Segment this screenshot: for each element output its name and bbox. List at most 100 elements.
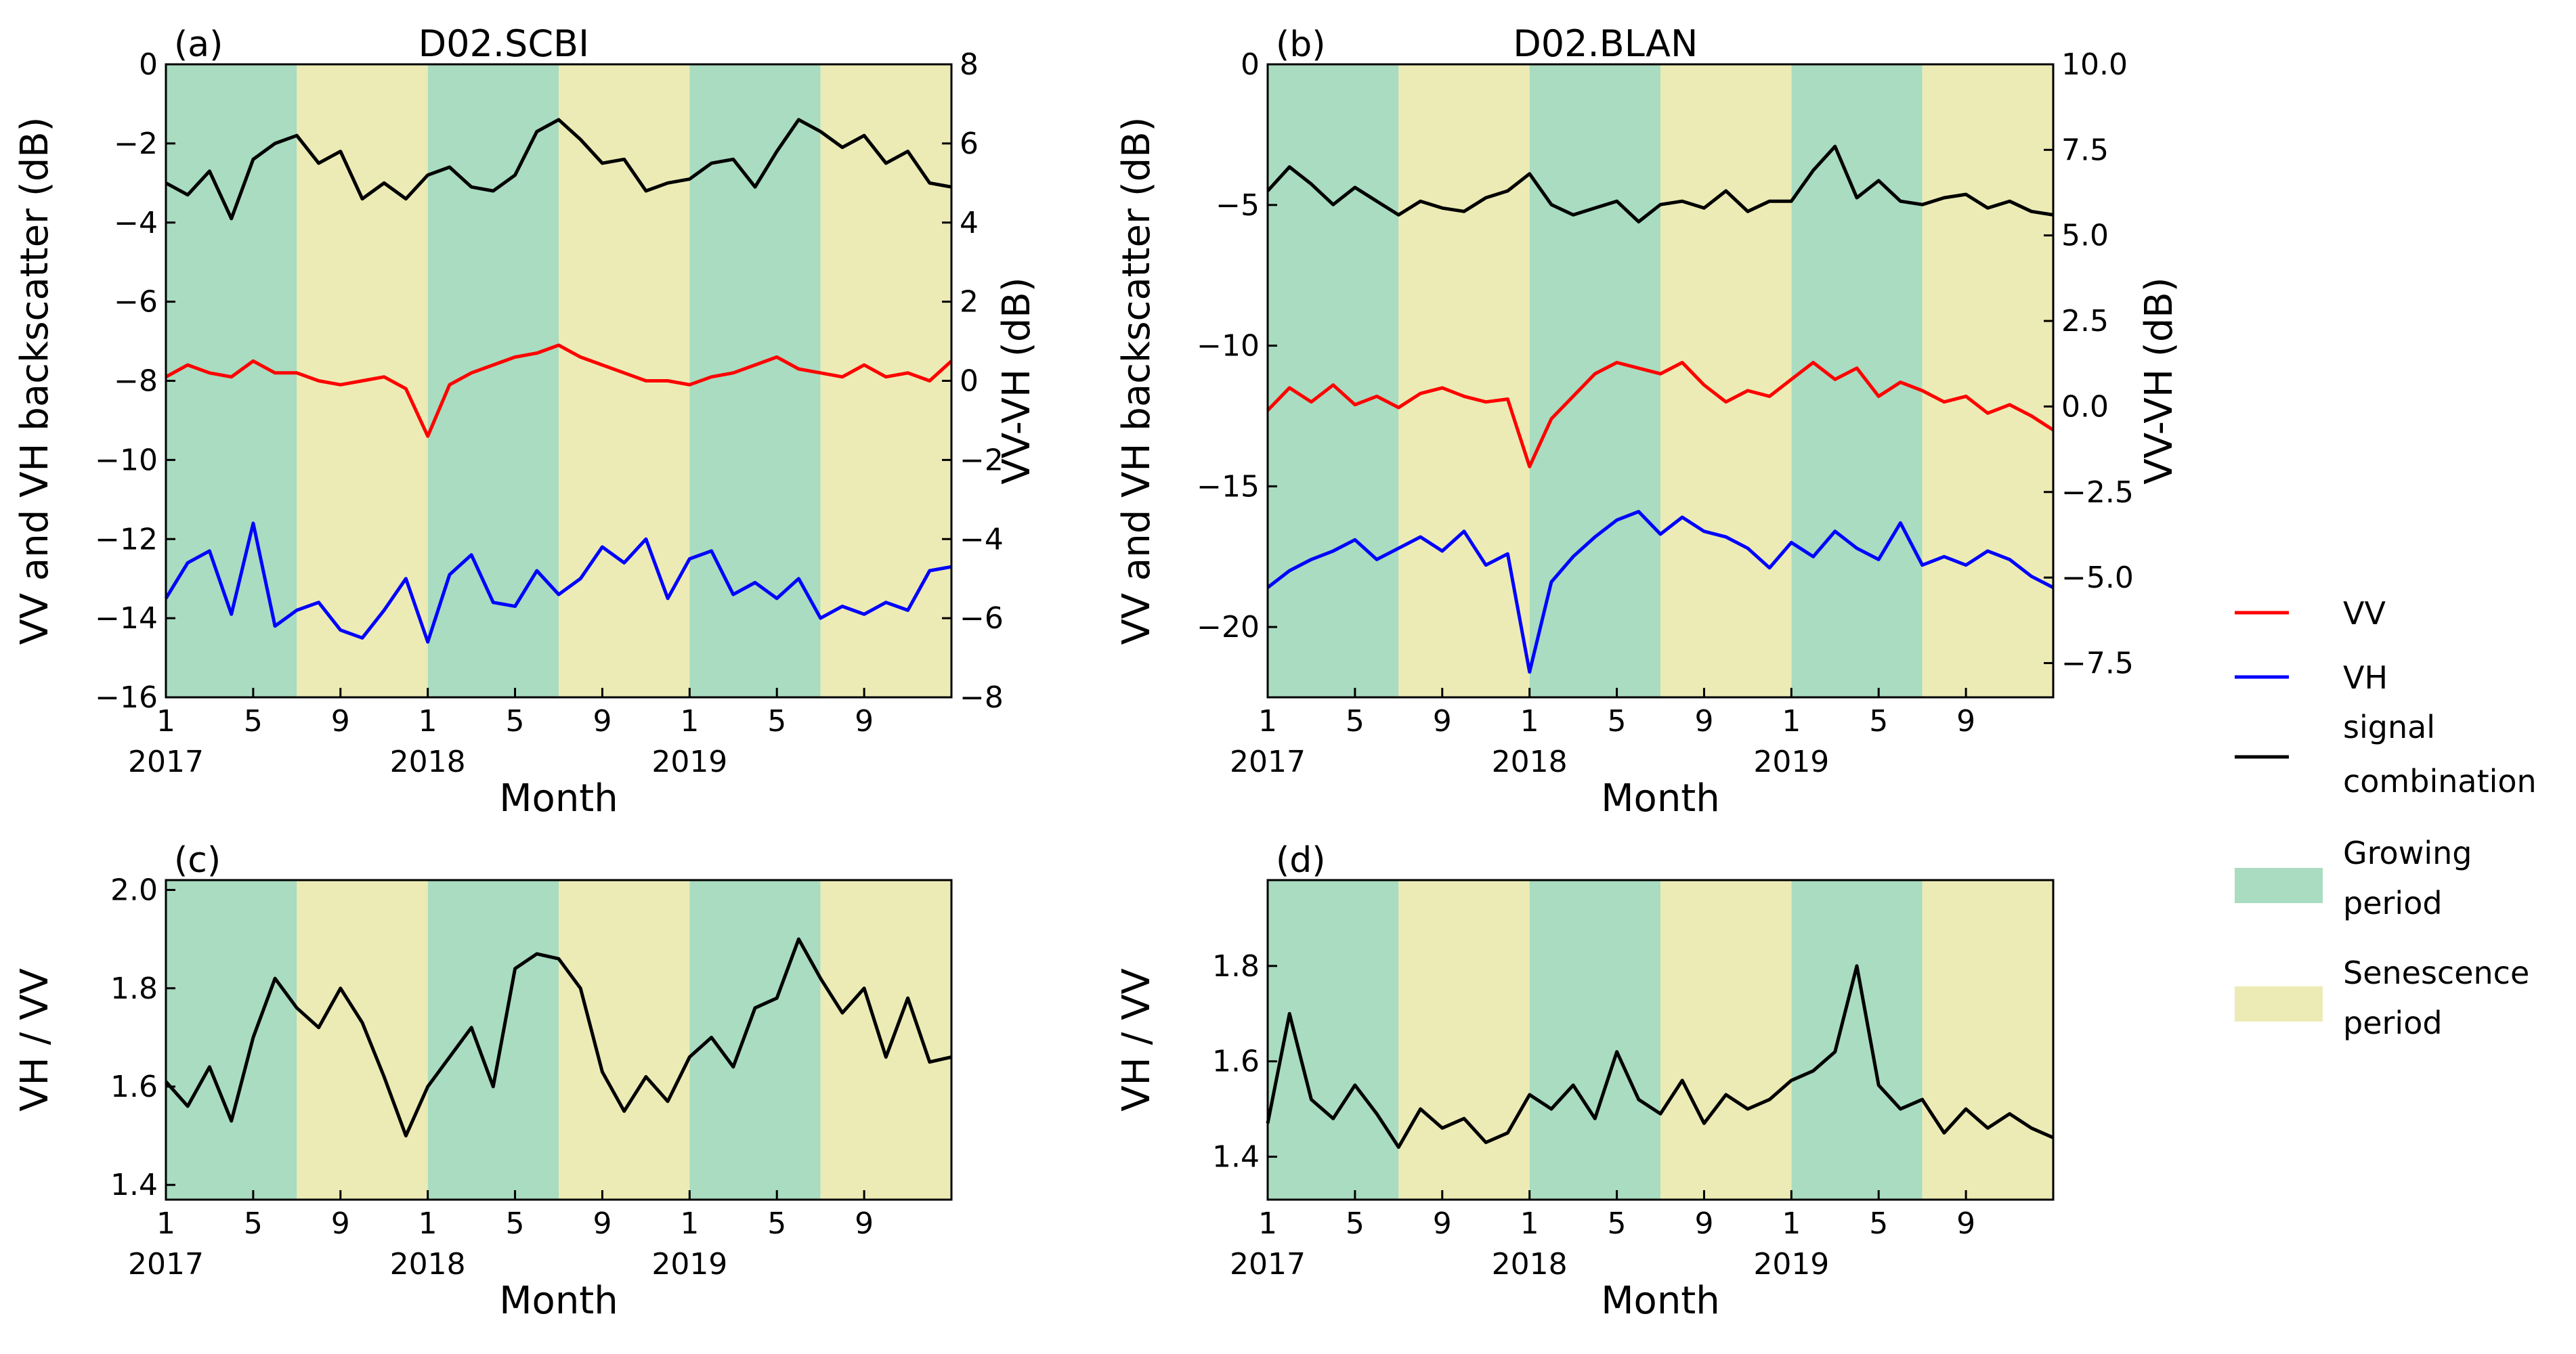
x-tick-label: 9 bbox=[331, 704, 350, 739]
y-tick-label-right: −5.0 bbox=[2061, 561, 2134, 595]
legend-senescence-swatch bbox=[2235, 986, 2323, 1022]
year-label: 2017 bbox=[1230, 1247, 1306, 1282]
y-tick-label-right: 0 bbox=[960, 364, 979, 399]
panel-label: (a) bbox=[174, 24, 223, 65]
y-tick-label: −2 bbox=[114, 127, 158, 161]
x-tick-label: 5 bbox=[1869, 704, 1888, 739]
y-tick-label: −4 bbox=[114, 206, 158, 240]
panel-c: 1.4 1.6 1.8 2.0 1 5 9 1 5 9 1 5 9 2017 2018 2019 (c) VH… bbox=[13, 840, 953, 1323]
senescence-period-band bbox=[1922, 880, 2053, 1200]
y-tick-label: 1.8 bbox=[110, 971, 158, 1006]
year-label: 2018 bbox=[390, 1247, 466, 1282]
y-tick-label-right: −6 bbox=[960, 601, 1004, 636]
x-tick-label: 1 bbox=[1520, 704, 1539, 739]
x-tick-label: 5 bbox=[767, 704, 786, 739]
x-tick-label: 9 bbox=[1956, 1206, 1975, 1241]
senescence-period-band bbox=[1398, 64, 1530, 697]
panel-a: 0 −2 −4 −6 −8 −10 −12 −14 −16 8 6 4 2 0 −2 −4 −6 −8 1 5 9 1 5 9… bbox=[13, 22, 1039, 821]
y-tick-label: 1.4 bbox=[110, 1168, 158, 1202]
legend-vh-label: VH bbox=[2343, 659, 2388, 696]
series-vv-line bbox=[1266, 361, 2055, 468]
senescence-period-band bbox=[297, 880, 428, 1200]
x-axis-label: Month bbox=[499, 777, 618, 821]
senescence-period-band bbox=[1922, 64, 2053, 697]
x-tick-label: 5 bbox=[244, 704, 263, 739]
y-tick-label: −16 bbox=[95, 680, 158, 715]
year-label: 2019 bbox=[1753, 745, 1829, 779]
x-axis-label: Month bbox=[499, 1279, 618, 1323]
legend: VV VH signal combination Growing period … bbox=[2235, 595, 2537, 1041]
plot-frame bbox=[165, 879, 953, 1201]
y-tick-label-right: 2.5 bbox=[2061, 304, 2109, 338]
year-label: 2019 bbox=[651, 1247, 727, 1282]
y-tick-label: 0 bbox=[1241, 47, 1260, 82]
y-tick-label-right: 0.0 bbox=[2061, 389, 2109, 424]
legend-growing-swatch bbox=[2235, 868, 2323, 903]
y-axis-label-right: VV-VH (dB) bbox=[2137, 277, 2181, 484]
series-vh-vv-line bbox=[165, 937, 952, 1138]
y-tick-label: −10 bbox=[1197, 329, 1260, 364]
y-tick-label: −14 bbox=[95, 601, 158, 636]
y-tick-label-right: −4 bbox=[960, 522, 1004, 556]
x-tick-label: 1 bbox=[1258, 1206, 1277, 1241]
x-tick-label: 1 bbox=[418, 1206, 437, 1241]
senescence-period-band bbox=[559, 880, 690, 1200]
x-tick-label: 5 bbox=[244, 1206, 263, 1241]
x-tick-label: 5 bbox=[506, 704, 525, 739]
series-vh-line bbox=[1266, 510, 2055, 674]
legend-senescence-label-2: period bbox=[2343, 1005, 2443, 1041]
y-tick-label: 2.0 bbox=[110, 873, 158, 908]
x-tick-label: 9 bbox=[1433, 704, 1452, 739]
year-label: 2019 bbox=[651, 745, 727, 779]
series-vh-vv-line bbox=[1266, 964, 2055, 1149]
y-tick-label-right: 2 bbox=[960, 285, 979, 320]
legend-vv-label: VV bbox=[2343, 595, 2386, 632]
growing-period-band bbox=[689, 64, 821, 697]
y-tick-label: 0 bbox=[139, 47, 158, 82]
year-label: 2018 bbox=[1492, 1247, 1568, 1282]
y-tick-label: −15 bbox=[1197, 469, 1260, 504]
chart-title: D02.BLAN bbox=[1513, 22, 1698, 65]
x-tick-label: 5 bbox=[767, 1206, 786, 1241]
year-label: 2017 bbox=[1230, 745, 1306, 779]
x-tick-label: 1 bbox=[156, 1206, 175, 1241]
y-tick-label: 1.8 bbox=[1212, 949, 1260, 984]
y-tick-label-right: 4 bbox=[960, 206, 979, 240]
series-signal-combination-line bbox=[1266, 144, 2054, 223]
growing-period-band bbox=[166, 880, 297, 1200]
senescence-period-band bbox=[1660, 880, 1792, 1200]
panel-label: (b) bbox=[1276, 24, 1326, 65]
y-tick-label: −5 bbox=[1216, 188, 1260, 223]
y-tick-label-right: 6 bbox=[960, 127, 979, 161]
x-axis-label: Month bbox=[1601, 777, 1720, 821]
y-tick-label-right: 5.0 bbox=[2061, 219, 2109, 253]
legend-growing-label-2: period bbox=[2343, 885, 2443, 921]
y-tick-label: −12 bbox=[95, 522, 158, 556]
y-axis-label-right: VV-VH (dB) bbox=[995, 277, 1039, 484]
x-tick-label: 1 bbox=[1782, 1206, 1801, 1241]
growing-period-band bbox=[1268, 880, 1399, 1200]
x-tick-label: 1 bbox=[1520, 1206, 1539, 1241]
y-tick-label: −6 bbox=[114, 285, 158, 320]
x-tick-label: 1 bbox=[156, 704, 175, 739]
x-tick-label: 9 bbox=[855, 1206, 874, 1241]
panel-label: (c) bbox=[174, 840, 221, 881]
year-label: 2017 bbox=[128, 1247, 204, 1282]
legend-growing-label-1: Growing bbox=[2343, 835, 2472, 871]
y-tick-label-right: 10.0 bbox=[2061, 47, 2128, 82]
y-axis-label: VH / VV bbox=[1115, 968, 1159, 1112]
x-tick-label: 5 bbox=[1346, 1206, 1365, 1241]
year-label: 2017 bbox=[128, 745, 204, 779]
y-tick-label: 1.4 bbox=[1212, 1140, 1260, 1175]
growing-period-band bbox=[1268, 64, 1399, 697]
y-tick-label-right: −8 bbox=[960, 680, 1004, 715]
y-tick-label: −8 bbox=[114, 364, 158, 399]
panel-d: 1.4 1.6 1.8 1 5 9 1 5 9 1 5 9 2017 2018 2019 (d) VH / … bbox=[1115, 840, 2055, 1323]
year-label: 2018 bbox=[390, 745, 466, 779]
panel-label: (d) bbox=[1276, 840, 1326, 881]
series-signal-combination-line bbox=[165, 118, 952, 221]
year-label: 2018 bbox=[1492, 745, 1568, 779]
y-tick-label: −20 bbox=[1197, 610, 1260, 645]
x-tick-label: 9 bbox=[593, 704, 611, 739]
